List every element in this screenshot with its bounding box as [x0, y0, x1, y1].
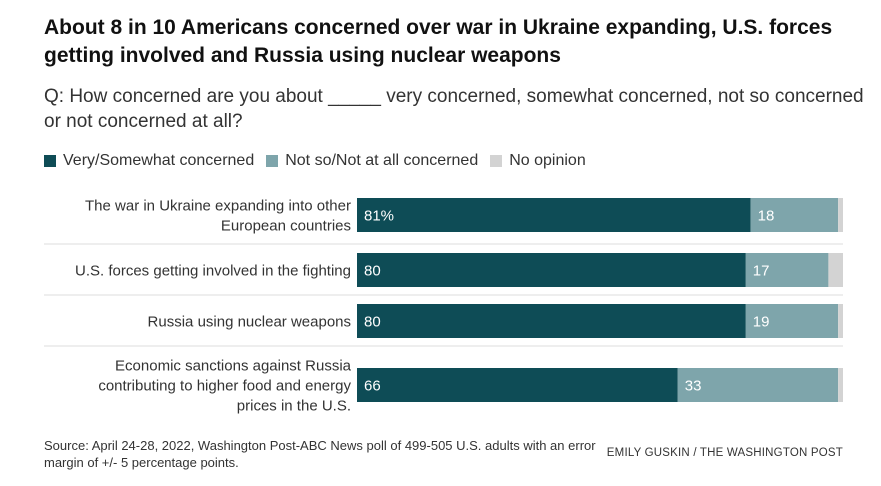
bar-segment	[750, 198, 839, 232]
legend-item-very-somewhat: Very/Somewhat concerned	[44, 152, 254, 170]
legend-item-no-opinion: No opinion	[490, 152, 586, 170]
source-note: Source: April 24-28, 2022, Washington Po…	[44, 438, 596, 470]
legend-label-no-opinion: No opinion	[509, 152, 586, 169]
bar-segment	[357, 198, 751, 232]
bar-segment	[677, 368, 839, 402]
data-label: 17	[753, 263, 770, 280]
bar-segment	[357, 253, 746, 287]
bar-segment	[838, 304, 843, 338]
legend-label-very-somewhat: Very/Somewhat concerned	[63, 152, 255, 169]
data-label: 66	[364, 378, 381, 395]
legend-swatch-very-somewhat	[44, 155, 56, 167]
category-label: prices in the U.S.	[237, 398, 351, 415]
legend-swatch-not-concerned	[266, 155, 279, 167]
credit-line: EMILY GUSKIN / THE WASHINGTON POST	[606, 447, 843, 459]
bar-segment	[745, 253, 829, 287]
legend-label-not-concerned: Not so/Not at all concerned	[285, 152, 479, 169]
legend-item-not-concerned: Not so/Not at all concerned	[266, 152, 478, 170]
category-label: Russia using nuclear weapons	[148, 314, 351, 331]
data-label: 80	[364, 263, 381, 280]
data-label: 19	[753, 314, 770, 331]
chart-title: About 8 in 10 Americans concerned over w…	[44, 16, 833, 67]
data-label: 81%	[364, 208, 394, 225]
data-label: 18	[758, 208, 775, 225]
bar-segment	[357, 304, 746, 338]
category-label: U.S. forces getting involved in the figh…	[75, 263, 351, 280]
legend: Very/Somewhat concerned Not so/Not at al…	[44, 151, 598, 171]
bar-segment	[838, 198, 843, 232]
category-label: contributing to higher food and energy	[98, 378, 351, 395]
category-label: Economic sanctions against Russia	[115, 358, 352, 375]
legend-swatch-no-opinion	[490, 155, 503, 167]
bar-segment	[357, 368, 678, 402]
data-label: 80	[364, 314, 381, 331]
category-label: European countries	[221, 218, 351, 235]
bar-segment	[838, 368, 843, 402]
data-label: 33	[685, 378, 702, 395]
survey-question: Q: How concerned are you about _____ ver…	[44, 86, 864, 132]
category-label: The war in Ukraine expanding into other	[85, 198, 351, 215]
bar-segment	[828, 253, 843, 287]
bar-segment	[745, 304, 839, 338]
